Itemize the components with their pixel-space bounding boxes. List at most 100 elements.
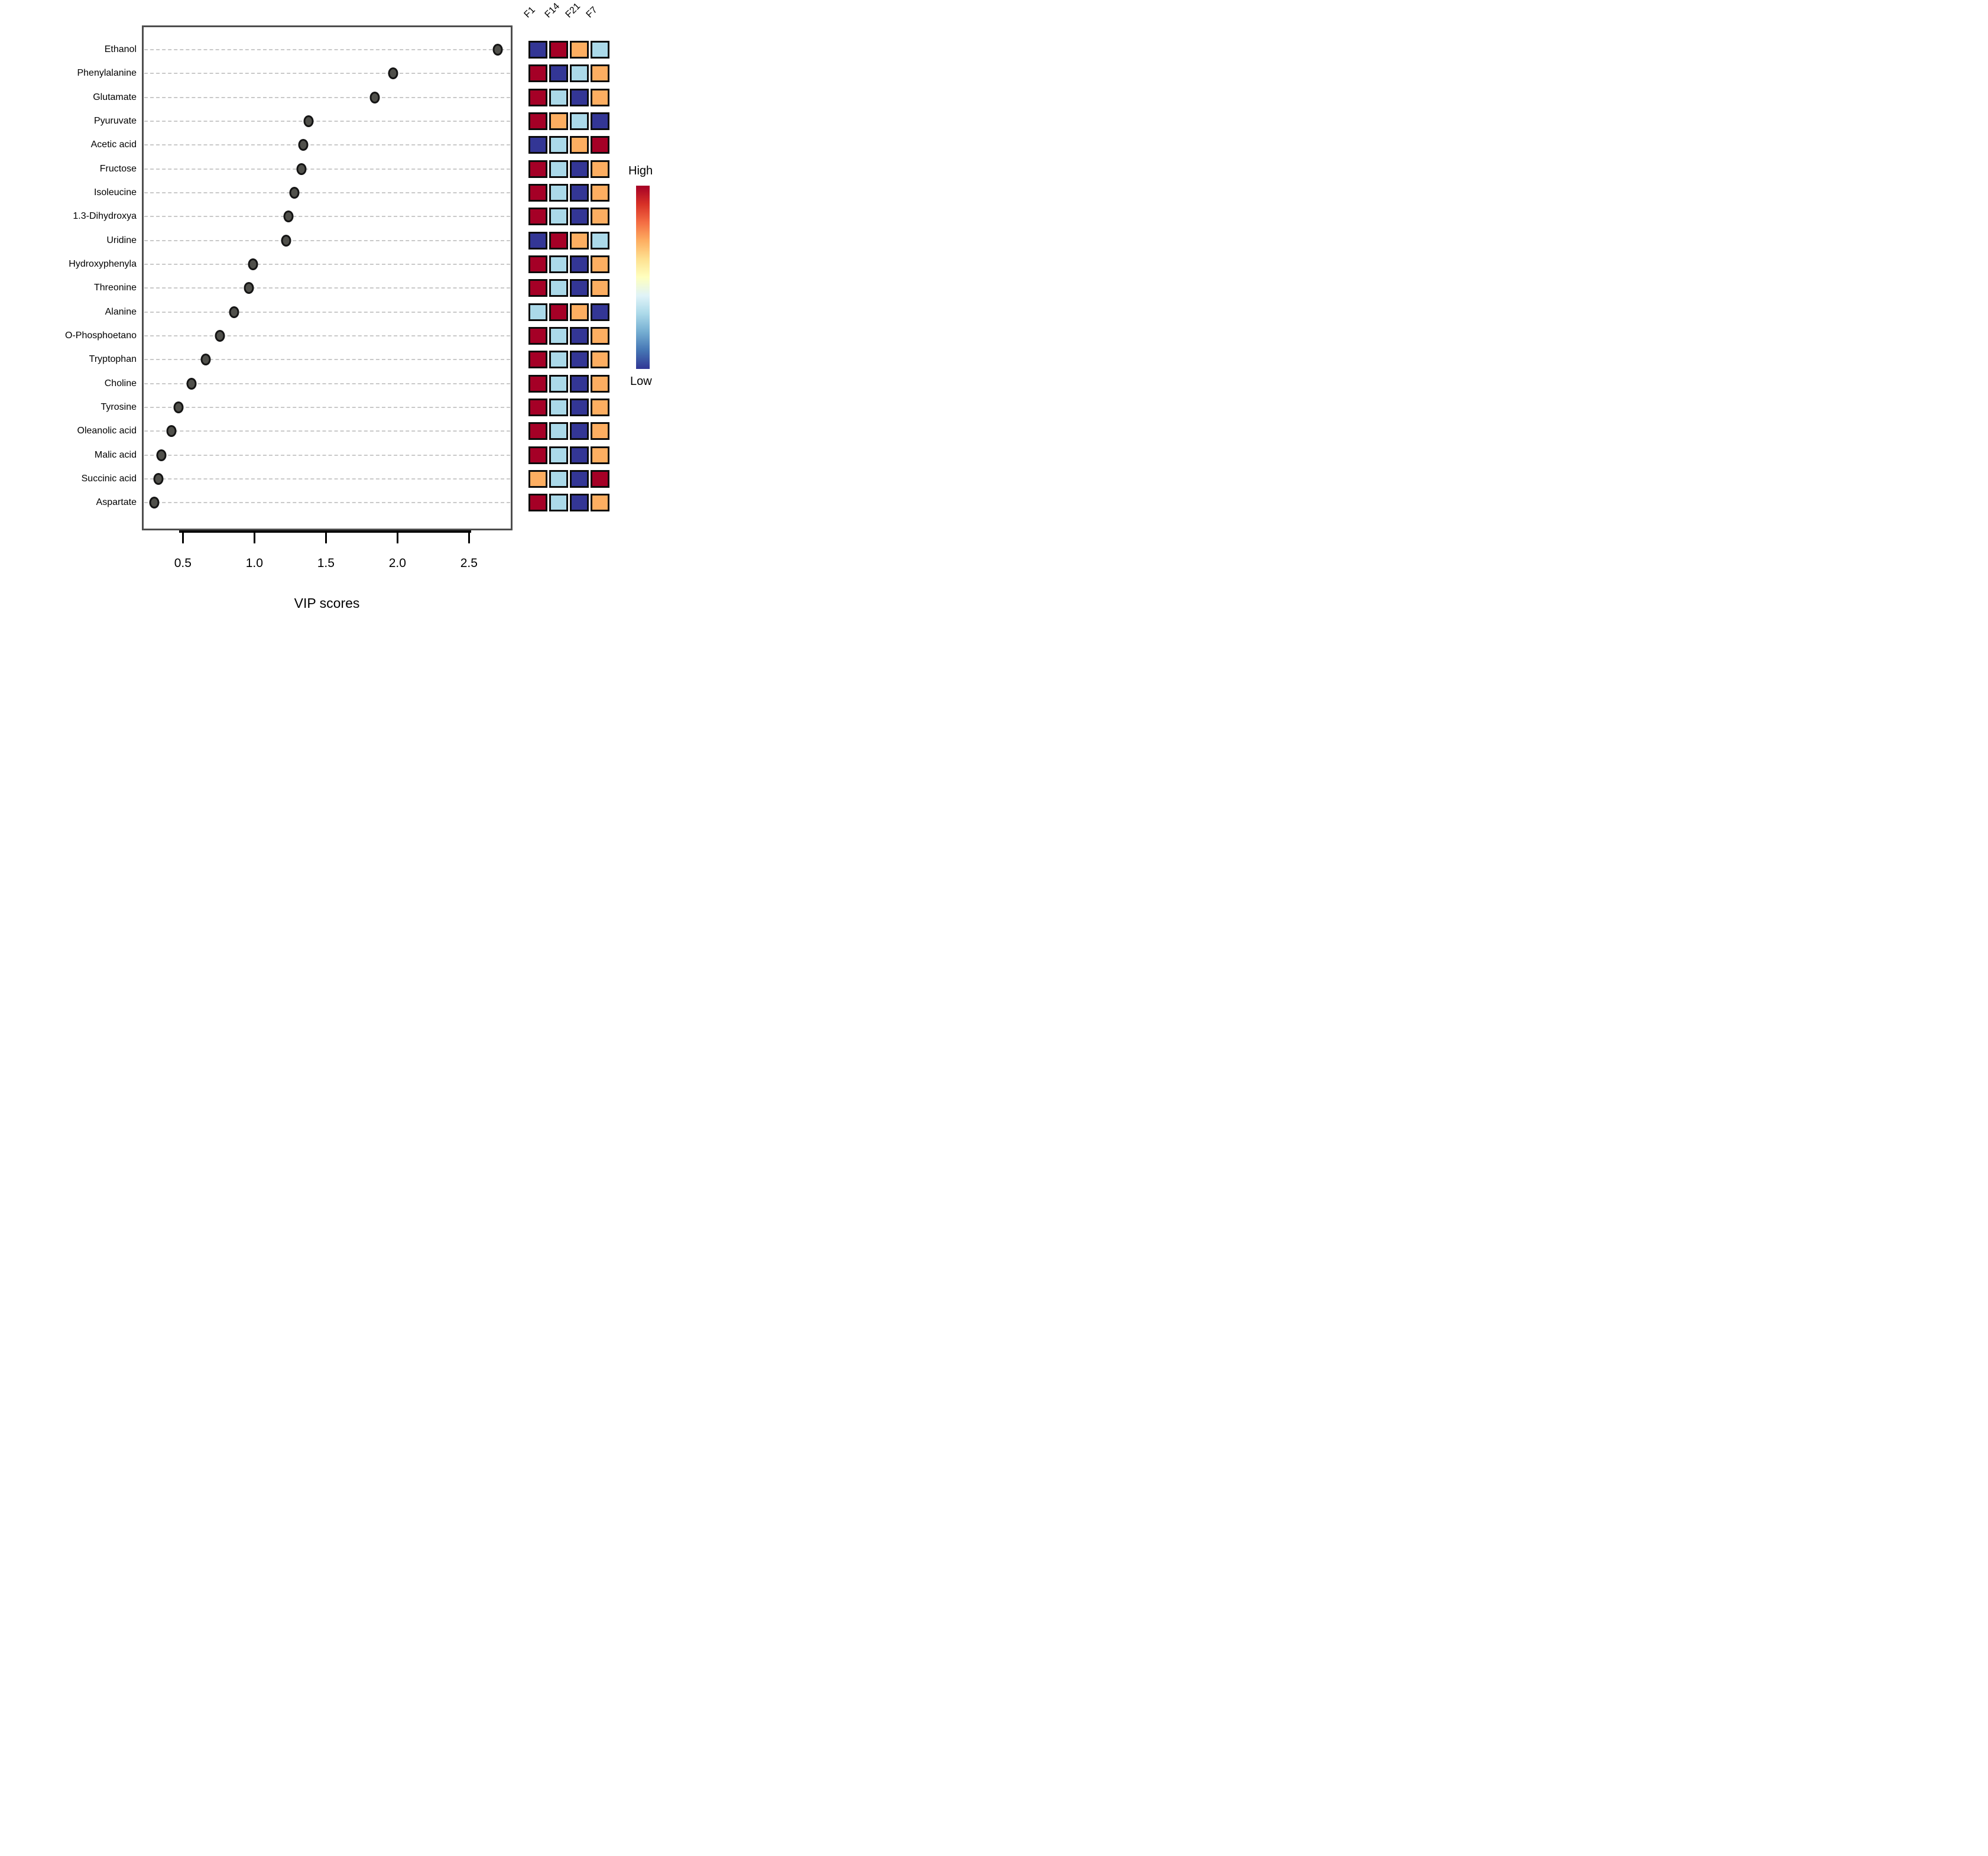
vip-score-dot [156,449,167,461]
metabolite-label: O-Phosphoetano [65,330,137,341]
heatmap-cell [528,88,547,106]
heatmap-cell [570,183,589,202]
x-axis-tick-label: 2.5 [460,556,478,570]
heatmap-cell [591,160,609,178]
metabolite-label: Phenylalanine [77,68,137,79]
vip-score-dot [200,354,211,366]
heatmap-cell [591,64,609,83]
metabolite-label: Fructose [99,163,137,174]
heatmap-cell [570,469,589,488]
metabolite-label: Choline [104,378,137,388]
heatmap-cell [570,279,589,297]
vip-score-dot [298,139,309,151]
heatmap-cell [549,303,568,321]
heatmap-cell [570,255,589,273]
heatmap-cell [591,255,609,273]
heatmap-cell [591,136,609,154]
heatmap-cell [570,326,589,345]
heatmap-cell [528,136,547,154]
heatmap-cell [528,208,547,226]
gridline [144,49,510,50]
heatmap-cell [591,112,609,130]
heatmap-cell [549,160,568,178]
vip-score-dot [215,329,225,342]
gridline [144,168,510,170]
heatmap-cell [570,160,589,178]
x-axis-tick-label: 2.0 [388,556,406,570]
gridline [144,383,510,384]
heatmap-cell [528,112,547,130]
vip-score-dot [173,401,184,413]
heatmap-cell [528,326,547,345]
heatmap-cell [549,446,568,464]
heatmap-cell [591,398,609,416]
heatmap-cell [591,41,609,59]
heatmap-cell [591,422,609,440]
metabolite-label: Threonine [93,283,137,293]
heatmap-cell [570,208,589,226]
metabolite-label: Pyuruvate [93,115,137,126]
gridline [144,239,510,241]
heatmap-cell [570,64,589,83]
heatmap-cell [570,112,589,130]
heatmap-cell [570,446,589,464]
heatmap-cell [549,136,568,154]
heatmap-cell [591,326,609,345]
vip-score-dot [153,472,164,485]
metabolite-label: Oleanolic acid [77,426,137,436]
heatmap-cell [528,41,547,59]
heatmap-cell [570,422,589,440]
heatmap-cell [591,374,609,393]
metabolite-label: Isoleucine [93,187,137,197]
heatmap-cell [549,231,568,250]
heatmap-cell [528,255,547,273]
heatmap-cell [570,398,589,416]
heatmap-cell [549,88,568,106]
vip-score-dot [289,186,300,199]
gridline [144,430,510,432]
plot-area [142,25,513,530]
gridline [144,216,510,218]
gridline [144,287,510,289]
heatmap-cell [570,351,589,369]
vip-score-dot [283,210,294,223]
heatmap-cell [591,351,609,369]
metabolite-label: Tryptophan [89,354,137,365]
x-axis-line [179,530,471,533]
gridline [144,192,510,193]
heatmap-column-header: F1 [522,5,537,20]
vip-score-dot [296,163,307,175]
heatmap-cell [528,183,547,202]
metabolite-label: Alanine [105,306,137,317]
heatmap-cell [591,183,609,202]
heatmap-cell [591,279,609,297]
heatmap-cell [528,160,547,178]
heatmap-cell [570,136,589,154]
heatmap-cell [528,303,547,321]
metabolite-label: Ethanol [104,44,137,54]
vip-score-dot [186,377,197,390]
heatmap-cell [528,398,547,416]
heatmap-cell [591,446,609,464]
heatmap-cell [591,208,609,226]
vip-score-dot [229,306,239,318]
vip-score-dot [492,44,503,56]
heatmap-cell [549,41,568,59]
metabolite-label: Acetic acid [90,140,137,150]
colorbar-gradient [636,186,650,369]
x-axis-tick [468,533,470,543]
heatmap-cell [528,469,547,488]
heatmap-cell [570,374,589,393]
x-axis-tick-label: 1.0 [245,556,263,570]
vip-scores-chart: VIP scores High Low Ethanol Phenylalanine… [0,0,663,618]
heatmap-cell [591,303,609,321]
heatmap-cell [549,351,568,369]
heatmap-cell [570,303,589,321]
heatmap-cell [549,183,568,202]
x-axis-tick [396,533,398,543]
heatmap-cell [549,422,568,440]
heatmap-cell [591,494,609,512]
metabolite-label: Tyrosine [100,401,137,412]
gridline [144,502,510,504]
heatmap-cell [528,279,547,297]
